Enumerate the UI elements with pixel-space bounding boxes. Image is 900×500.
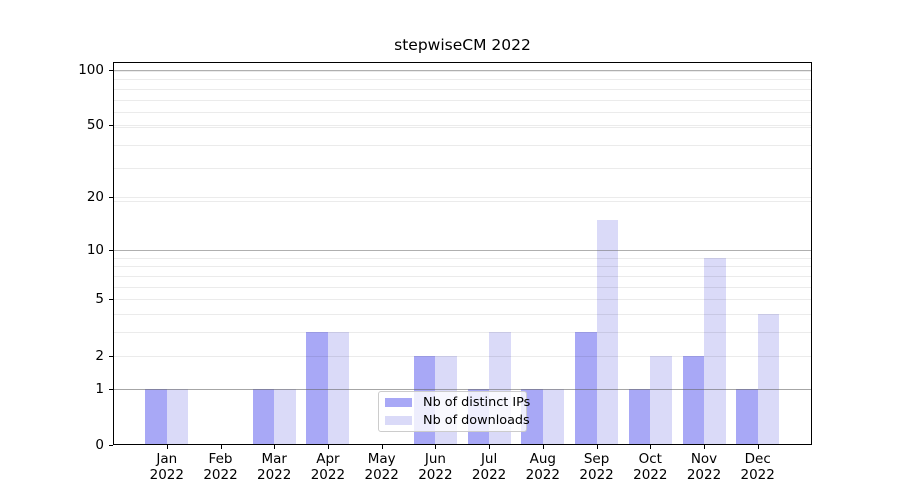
x-tick-label: Mar 2022 [257, 451, 292, 483]
bar-distinct-ips-oct [628, 388, 651, 445]
x-tick-label: Feb 2022 [203, 451, 238, 483]
legend-label-distinct-ips: Nb of distinct IPs [423, 395, 531, 410]
y-tick-label: 50 [86, 117, 104, 134]
y-tick-mark [109, 125, 113, 127]
bars-layer [113, 62, 812, 445]
bar-distinct-ips-apr [306, 332, 328, 445]
x-tick-label: Jan 2022 [149, 451, 184, 483]
y-tick-label: 2 [95, 347, 104, 364]
bar-distinct-ips-dec [736, 388, 758, 445]
bar-downloads-oct [650, 355, 672, 445]
y-tick-label: 100 [78, 61, 104, 78]
bar-downloads-nov [704, 257, 726, 445]
x-tick-label: Sep 2022 [579, 451, 614, 483]
x-tick-label: Oct 2022 [633, 451, 668, 483]
x-tick-label: May 2022 [364, 451, 399, 483]
x-tick-label: Jul 2022 [471, 451, 507, 483]
bar-distinct-ips-mar [252, 388, 275, 445]
x-tick-label: Aug 2022 [525, 451, 560, 483]
bar-downloads-dec [757, 314, 780, 445]
legend-item-distinct-ips: Nb of distinct IPs [385, 395, 530, 410]
y-tick-mark [109, 250, 113, 251]
y-tick-label: 5 [95, 291, 104, 308]
x-tick-mark [166, 445, 168, 449]
x-tick-mark [274, 445, 276, 449]
x-tick-label: Nov 2022 [686, 451, 722, 483]
bar-downloads-aug [542, 388, 565, 445]
x-tick-label: Jun 2022 [418, 451, 453, 483]
y-tick-label: 20 [86, 189, 104, 206]
y-tick-mark [109, 445, 113, 446]
legend-swatch-distinct-ips-icon [385, 398, 412, 407]
x-tick-label: Dec 2022 [740, 451, 775, 483]
x-tick-mark [757, 445, 759, 449]
x-tick-mark [596, 445, 598, 449]
legend-item-downloads: Nb of downloads [385, 413, 530, 428]
legend-swatch-downloads-icon [385, 416, 412, 425]
y-tick-mark [109, 355, 113, 357]
x-tick-label: Apr 2022 [310, 451, 346, 483]
y-tick-mark [109, 197, 113, 199]
y-tick-mark [109, 299, 113, 301]
bar-downloads-sep [596, 219, 619, 445]
y-tick-mark [109, 69, 113, 71]
x-tick-mark [381, 445, 383, 449]
bar-downloads-apr [327, 332, 350, 445]
x-tick-mark [489, 445, 491, 449]
legend-label-downloads: Nb of downloads [423, 413, 530, 428]
x-tick-mark [435, 445, 437, 449]
x-tick-mark [704, 445, 705, 449]
bar-downloads-jan [166, 388, 189, 445]
bar-distinct-ips-sep [575, 332, 597, 445]
bar-distinct-ips-jan [145, 388, 167, 445]
y-tick-mark [109, 388, 113, 390]
bar-downloads-mar [274, 388, 296, 445]
x-tick-mark [220, 445, 222, 449]
y-tick-label: 1 [95, 380, 104, 397]
chart-title: stepwiseCM 2022 [394, 36, 531, 54]
plot-area: Nb of distinct IPs Nb of downloads [113, 62, 812, 445]
bar-distinct-ips-nov [682, 355, 705, 445]
x-tick-mark [542, 445, 544, 449]
x-tick-mark [327, 445, 329, 449]
x-tick-mark [650, 445, 652, 449]
legend: Nb of distinct IPs Nb of downloads [378, 391, 530, 432]
y-tick-label: 0 [95, 437, 104, 453]
y-tick-label: 10 [86, 241, 104, 258]
